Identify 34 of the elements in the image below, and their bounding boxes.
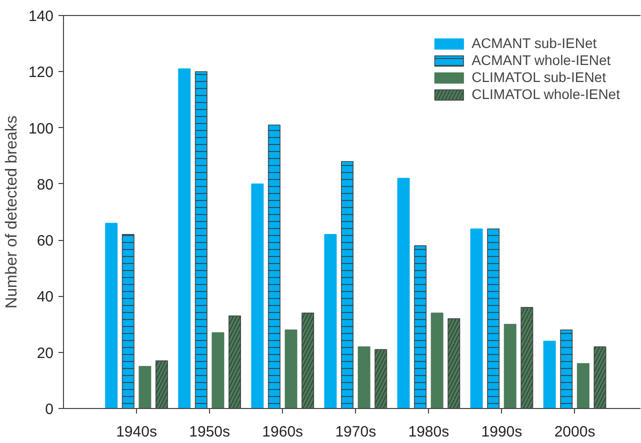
bar [358, 346, 370, 408]
bar [251, 184, 264, 408]
y-tick-label: 80 [36, 176, 54, 194]
y-tick-label: 120 [28, 64, 54, 82]
x-tick-label: 1960s [262, 424, 304, 440]
y-axis-title: Number of detected breaks [3, 115, 20, 308]
x-tick-label: 1970s [335, 424, 376, 440]
bar [138, 366, 152, 408]
x-tick-label: 1990s [481, 424, 522, 440]
y-tick-label: 0 [45, 401, 54, 418]
bar [430, 312, 444, 408]
y-tick-label: 40 [36, 288, 54, 306]
y-tick-label: 140 [28, 8, 54, 25]
x-tick-label: 1980s [408, 424, 450, 440]
x-tick-label: 2000s [554, 424, 596, 440]
bar [504, 324, 516, 408]
y-tick-label: 60 [36, 232, 54, 250]
bar [397, 178, 410, 408]
x-tick-label: 1940s [116, 424, 157, 440]
y-tick-label: 20 [36, 344, 54, 362]
x-tick-label: 1950s [189, 424, 230, 440]
bar [284, 330, 298, 408]
bar [212, 332, 224, 408]
bar [178, 68, 191, 408]
bar [324, 234, 337, 408]
legend-label: CLIMATOL sub-IENet [472, 69, 606, 85]
bar [576, 363, 590, 408]
bar [470, 228, 483, 408]
legend-label: ACMANT sub-IENet [472, 35, 597, 51]
legend-label: CLIMATOL whole-IENet [472, 86, 620, 102]
bar [105, 222, 118, 408]
legend-label: ACMANT whole-IENet [472, 52, 611, 68]
bar [543, 340, 556, 408]
y-tick-label: 100 [28, 120, 54, 138]
